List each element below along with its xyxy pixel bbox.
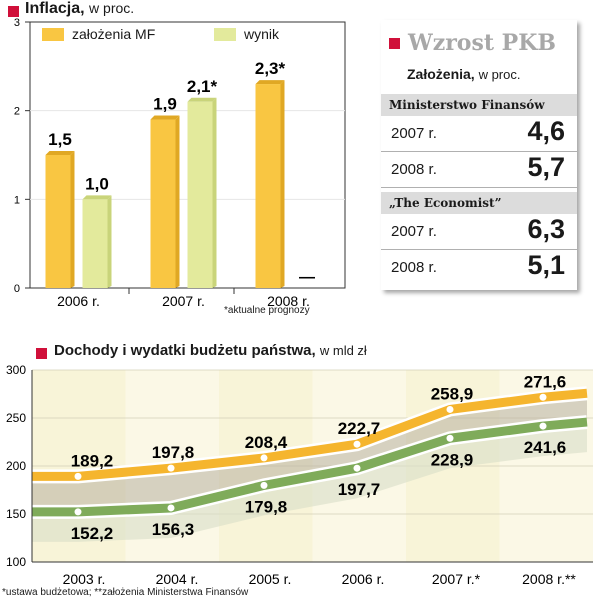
gdp-marker <box>389 37 400 49</box>
legend-mf-swatch <box>42 27 64 41</box>
bar-top <box>255 80 285 85</box>
legend-mf: założenia MF <box>42 26 155 42</box>
income-value-label: 152,2 <box>71 524 114 543</box>
bar-value-label: 2,3* <box>255 59 286 78</box>
y-tick-label: 150 <box>6 507 26 521</box>
x-tick-label: 2008 r. <box>267 293 310 309</box>
x-tick-label: 2007 r.* <box>432 571 481 587</box>
inflation-footnote: *aktualne prognozy <box>224 305 310 316</box>
bar <box>187 101 213 288</box>
expenses-point <box>353 440 361 448</box>
y-tick-label: 0 <box>14 283 20 295</box>
expenses-line <box>32 388 588 481</box>
gdp-row: 2008 r. 5,7 <box>381 152 577 188</box>
x-tick-label: 2004 r. <box>156 571 199 587</box>
x-tick-label: 2005 r. <box>249 571 292 587</box>
income-point <box>353 464 361 472</box>
income-value-label: 197,7 <box>338 480 381 499</box>
y-tick-label: 200 <box>6 459 26 473</box>
income-point <box>167 504 175 512</box>
x-tick-label: 2006 r. <box>342 571 385 587</box>
bar-value-label: — <box>299 269 315 286</box>
bar-value-label: 1,5 <box>48 130 72 149</box>
x-tick-label: 2008 r.** <box>522 571 576 587</box>
gdp-subtitle: Założenia, w proc. <box>407 66 521 82</box>
y-tick-label: 100 <box>6 555 26 569</box>
gdp-row: 2008 r. 5,1 <box>391 250 565 280</box>
y-tick-label: 250 <box>6 411 26 425</box>
inflation-marker <box>8 6 19 17</box>
y-tick-label: 300 <box>6 363 26 377</box>
bar-top <box>45 151 75 155</box>
bar <box>45 155 71 288</box>
expenses-point <box>539 393 547 401</box>
legend-wynik-swatch <box>214 27 236 41</box>
bar-side <box>212 97 217 288</box>
bar-top <box>82 195 112 200</box>
y-tick-label: 1 <box>14 194 20 206</box>
inflation-title: Inflacja, w proc. <box>25 0 135 17</box>
gdp-row: 2007 r. 4,6 <box>381 116 577 152</box>
gdp-title: Wzrost PKB <box>389 30 556 56</box>
bar-top <box>150 115 180 120</box>
bar-value-label: 1,9 <box>153 95 177 114</box>
expenses-value-label: 258,9 <box>431 384 474 403</box>
expenses-value-label: 197,8 <box>152 443 195 462</box>
income-point <box>446 434 454 442</box>
income-value-label: 179,8 <box>245 497 288 516</box>
x-tick-label: 2003 r. <box>63 571 106 587</box>
budget-footnote: *ustawa budżetowa; **założenia Ministers… <box>2 587 249 598</box>
budget-chart-svg: 100 150 200 250 300 189,2 197,8 208,4 222,7 258,9… <box>6 363 593 587</box>
gdp-row: 2007 r. 6,3 <box>381 214 577 250</box>
inflation-chart-svg: 0 1 2 3 1,5 1,0 2006 r. 1,9 2,1* 2007 r. 2,3* — 2008… <box>14 18 346 309</box>
gdp-source-economist: „The Economist” <box>381 192 577 214</box>
income-value-label: 241,6 <box>524 438 567 457</box>
expenses-point <box>446 405 454 413</box>
bar-side <box>280 80 285 288</box>
expenses-value-label: 222,7 <box>338 419 381 438</box>
expenses-value-label: 208,4 <box>245 433 288 452</box>
income-value-label: 156,3 <box>152 520 195 539</box>
income-point <box>74 508 82 516</box>
bar <box>150 119 176 289</box>
expenses-value-label: 271,6 <box>524 372 567 391</box>
bar-side <box>70 151 75 288</box>
y-tick-label: 2 <box>14 106 20 118</box>
income-point <box>539 422 547 430</box>
bar-value-label: 1,0 <box>85 174 109 193</box>
expenses-point <box>260 454 268 462</box>
income-value-label: 228,9 <box>431 450 474 469</box>
bar <box>82 199 108 288</box>
income-point <box>260 481 268 489</box>
x-tick-label: 2006 r. <box>57 293 100 309</box>
gdp-source-mf: Ministerstwo Finansów <box>381 94 577 116</box>
budget-marker <box>36 348 47 359</box>
bar <box>255 84 281 288</box>
expenses-point <box>74 472 82 480</box>
expenses-value-label: 189,2 <box>71 451 114 470</box>
legend-wynik: wynik <box>214 26 279 42</box>
gdp-panel: Wzrost PKB Założenia, w proc. Ministerst… <box>381 20 577 290</box>
bar-side <box>175 115 180 289</box>
expenses-point <box>167 464 175 472</box>
inflation-chart: 0 1 2 3 1,5 1,0 2006 r. 1,9 2,1* 2007 r. 2,3* — 2008… <box>0 18 370 328</box>
x-tick-label: 2007 r. <box>162 293 205 309</box>
bar-side <box>107 195 112 288</box>
y-tick-label: 3 <box>14 18 20 29</box>
bar-value-label: 2,1* <box>187 77 218 96</box>
income-line <box>32 417 588 517</box>
budget-title: Dochody i wydatki budżetu państwa, w mld… <box>54 342 367 359</box>
bar-top <box>187 97 217 102</box>
